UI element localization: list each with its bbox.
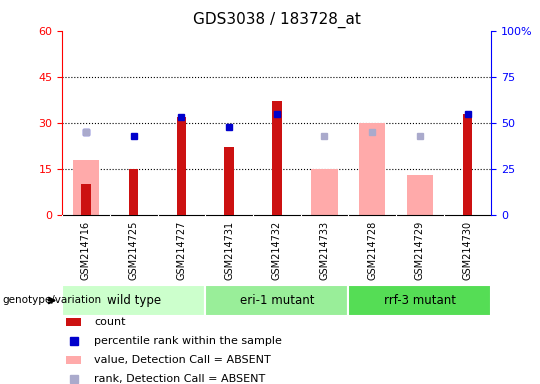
Text: count: count	[94, 317, 126, 327]
Text: percentile rank within the sample: percentile rank within the sample	[94, 336, 282, 346]
Text: GSM214716: GSM214716	[81, 220, 91, 280]
Text: GSM214733: GSM214733	[320, 220, 329, 280]
Bar	[312, 169, 338, 215]
Bar	[81, 184, 91, 215]
Bar	[66, 318, 82, 326]
Bar	[73, 160, 99, 215]
Bar	[62, 285, 205, 316]
Text: GSM214729: GSM214729	[415, 220, 425, 280]
Bar	[129, 169, 138, 215]
Bar	[348, 285, 491, 316]
Text: wild type: wild type	[106, 294, 161, 307]
Text: genotype/variation: genotype/variation	[3, 295, 102, 306]
Bar	[205, 285, 348, 316]
Text: GSM214727: GSM214727	[177, 220, 186, 280]
Bar	[272, 101, 281, 215]
Title: GDS3038 / 183728_at: GDS3038 / 183728_at	[193, 12, 361, 28]
Bar	[66, 356, 82, 364]
Text: GSM214728: GSM214728	[367, 220, 377, 280]
Bar	[359, 123, 385, 215]
Text: rank, Detection Call = ABSENT: rank, Detection Call = ABSENT	[94, 374, 266, 384]
Text: GSM214730: GSM214730	[463, 220, 472, 280]
Text: eri-1 mutant: eri-1 mutant	[240, 294, 314, 307]
Text: rrf-3 mutant: rrf-3 mutant	[384, 294, 456, 307]
Text: value, Detection Call = ABSENT: value, Detection Call = ABSENT	[94, 355, 271, 365]
Text: GSM214731: GSM214731	[224, 220, 234, 280]
Text: GSM214725: GSM214725	[129, 220, 139, 280]
Text: GSM214732: GSM214732	[272, 220, 282, 280]
Bar	[463, 114, 472, 215]
Bar	[177, 117, 186, 215]
Bar	[407, 175, 433, 215]
Bar	[224, 147, 234, 215]
